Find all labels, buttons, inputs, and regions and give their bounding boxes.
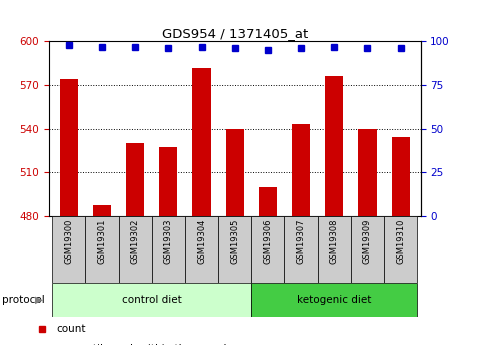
Bar xyxy=(93,206,111,216)
Bar xyxy=(151,216,184,283)
Text: GSM19309: GSM19309 xyxy=(362,219,371,264)
Title: GDS954 / 1371405_at: GDS954 / 1371405_at xyxy=(161,27,307,40)
Text: GSM19302: GSM19302 xyxy=(130,219,140,264)
Text: GSM19305: GSM19305 xyxy=(230,219,239,264)
Bar xyxy=(358,128,376,216)
Bar xyxy=(317,216,350,283)
Bar xyxy=(52,216,85,283)
Bar xyxy=(184,216,218,283)
Text: GSM19301: GSM19301 xyxy=(97,219,106,264)
Text: ketogenic diet: ketogenic diet xyxy=(297,295,371,305)
Bar xyxy=(251,283,416,317)
Text: control diet: control diet xyxy=(122,295,181,305)
Text: ▶: ▶ xyxy=(35,295,43,305)
Bar xyxy=(325,76,343,216)
Bar xyxy=(251,216,284,283)
Bar xyxy=(85,216,118,283)
Bar xyxy=(383,216,416,283)
Text: GSM19310: GSM19310 xyxy=(395,219,404,264)
Bar xyxy=(291,124,309,216)
Bar xyxy=(350,216,383,283)
Text: GSM19303: GSM19303 xyxy=(163,219,172,265)
Bar xyxy=(119,216,151,283)
Text: GSM19300: GSM19300 xyxy=(64,219,73,264)
Bar xyxy=(159,147,177,216)
Text: count: count xyxy=(57,324,86,334)
Bar xyxy=(225,128,244,216)
Bar xyxy=(284,216,317,283)
Bar xyxy=(258,187,277,216)
Bar xyxy=(391,137,409,216)
Text: GSM19306: GSM19306 xyxy=(263,219,272,265)
Bar xyxy=(126,143,144,216)
Bar xyxy=(60,79,78,216)
Text: GSM19308: GSM19308 xyxy=(329,219,338,265)
Text: GSM19304: GSM19304 xyxy=(197,219,205,264)
Bar xyxy=(218,216,251,283)
Bar xyxy=(52,283,251,317)
Bar xyxy=(192,68,210,216)
Text: GSM19307: GSM19307 xyxy=(296,219,305,265)
Text: protocol: protocol xyxy=(2,295,45,305)
